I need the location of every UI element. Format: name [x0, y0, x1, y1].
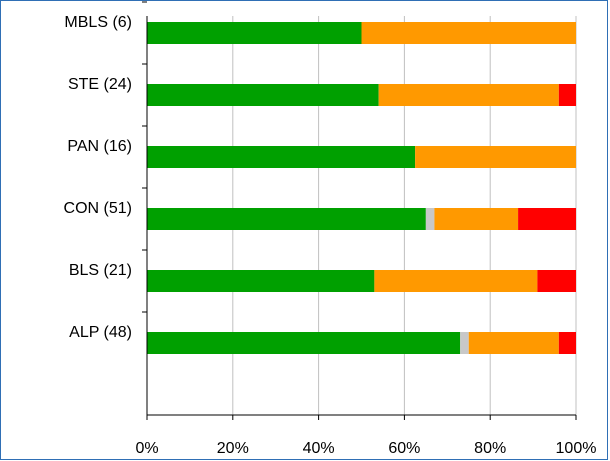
x-tick-label: 0% [135, 440, 158, 457]
bar-segment [537, 270, 576, 292]
bar-segment [147, 84, 379, 106]
axes [142, 1, 577, 420]
x-tick-label: 100% [556, 440, 597, 457]
x-tick-label: 80% [474, 440, 506, 457]
category-labels: MBLS (6) STE (24) PAN (16) CON (51) BLS (21)… [64, 14, 132, 341]
category-label: ALP (48) [69, 324, 132, 341]
bar-segment [361, 22, 576, 44]
bar-segment [147, 22, 362, 44]
x-tick-labels: 0% 20% 40% 60% 80% 100% [135, 440, 596, 457]
bar-segment [558, 84, 576, 106]
bar-segment [558, 332, 576, 354]
bar-segment [147, 208, 426, 230]
category-label: MBLS (6) [64, 14, 132, 31]
bar-segment [468, 332, 559, 354]
bar-segment [434, 208, 519, 230]
bar-segment [460, 332, 469, 354]
bar-segment [518, 208, 576, 230]
category-label: STE (24) [68, 76, 132, 93]
bars [147, 22, 576, 354]
x-tick-label: 40% [303, 440, 335, 457]
bar-segment [147, 146, 416, 168]
x-tick-label: 20% [217, 440, 249, 457]
bar-segment [374, 270, 538, 292]
bar-segment [425, 208, 435, 230]
bar-segment [378, 84, 559, 106]
bar-segment [147, 332, 461, 354]
category-label: BLS (21) [69, 262, 132, 279]
category-label: PAN (16) [67, 138, 132, 155]
category-label: CON (51) [64, 200, 132, 217]
bar-segment [415, 146, 576, 168]
bar-segment [147, 270, 375, 292]
x-tick-label: 60% [388, 440, 420, 457]
